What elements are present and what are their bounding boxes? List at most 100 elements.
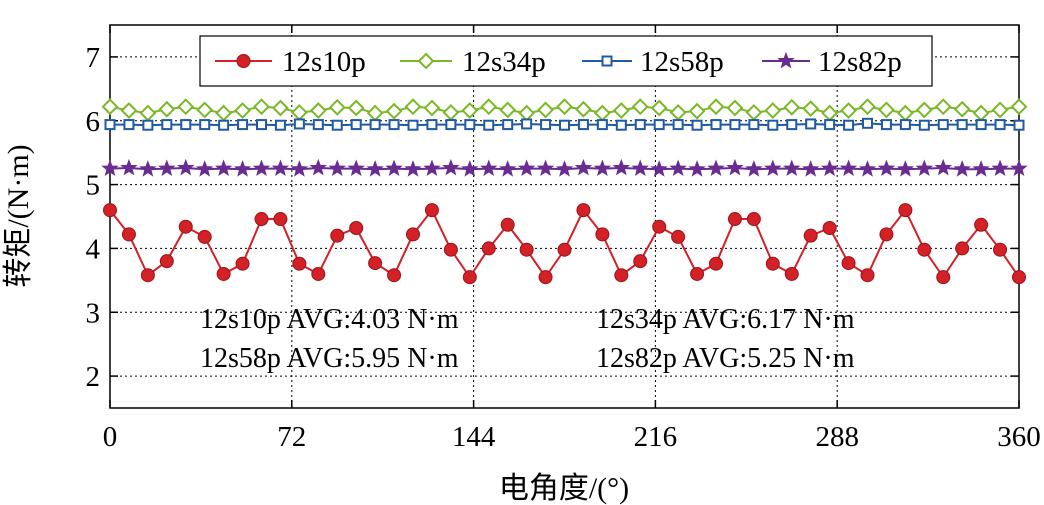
data-point-12s82p bbox=[517, 159, 536, 177]
data-point-12s10p bbox=[709, 256, 723, 271]
data-point-12s82p bbox=[745, 160, 763, 177]
data-point-12s10p bbox=[898, 203, 913, 218]
legend-label: 12s34p bbox=[462, 46, 546, 78]
data-point-12s10p bbox=[917, 242, 932, 257]
data-point-12s82p bbox=[347, 159, 365, 177]
data-point-12s82p bbox=[214, 159, 233, 177]
data-point-12s82p bbox=[271, 159, 290, 177]
data-point-12s58p bbox=[142, 119, 154, 131]
data-point-12s10p bbox=[387, 268, 402, 283]
data-point-12s10p bbox=[330, 228, 345, 243]
data-point-12s58p bbox=[502, 119, 514, 131]
data-point-12s82p bbox=[934, 158, 952, 176]
data-point-12s82p bbox=[139, 160, 157, 177]
data-point-12s82p bbox=[820, 159, 839, 177]
data-point-12s10p bbox=[879, 227, 894, 242]
data-point-12s34p bbox=[707, 98, 725, 116]
data-point-12s58p bbox=[937, 119, 949, 131]
data-point-12s58p bbox=[843, 119, 855, 131]
data-point-12s82p bbox=[366, 160, 384, 177]
data-point-12s82p bbox=[555, 160, 574, 177]
data-point-12s10p bbox=[974, 217, 989, 232]
legend-marker bbox=[777, 51, 795, 69]
data-point-12s58p bbox=[577, 119, 589, 131]
data-point-12s10p bbox=[424, 203, 439, 218]
data-point-12s10p bbox=[519, 242, 534, 257]
data-point-12s82p bbox=[101, 159, 119, 177]
data-point-12s58p bbox=[994, 119, 1006, 131]
data-point-12s58p bbox=[123, 119, 135, 131]
data-point-12s58p bbox=[218, 119, 230, 131]
y-tick-label: 7 bbox=[86, 42, 101, 74]
data-point-12s58p bbox=[880, 119, 892, 131]
data-point-12s34p bbox=[480, 98, 498, 116]
data-point-12s10p bbox=[368, 256, 383, 271]
data-point-12s10p bbox=[443, 242, 458, 257]
data-point-12s10p bbox=[955, 241, 970, 256]
data-point-12s58p bbox=[672, 119, 684, 131]
legend-marker bbox=[236, 54, 251, 68]
data-point-12s34p bbox=[253, 98, 270, 116]
data-point-12s34p bbox=[347, 99, 365, 117]
data-point-12s10p bbox=[481, 241, 496, 256]
data-point-12s58p bbox=[369, 119, 381, 131]
data-point-12s34p bbox=[953, 100, 971, 118]
data-point-12s10p bbox=[159, 254, 174, 269]
data-point-12s34p bbox=[537, 101, 554, 119]
data-point-12s10p bbox=[690, 266, 705, 281]
y-tick-label: 6 bbox=[86, 106, 101, 138]
data-point-12s82p bbox=[442, 158, 460, 176]
data-point-12s10p bbox=[936, 270, 951, 285]
data-point-12s58p bbox=[350, 119, 362, 131]
data-point-12s34p bbox=[101, 98, 119, 116]
data-point-12s10p bbox=[103, 203, 117, 218]
data-point-12s10p bbox=[235, 256, 250, 271]
data-point-12s34p bbox=[1010, 98, 1028, 116]
data-point-12s10p bbox=[1012, 270, 1026, 285]
data-point-12s82p bbox=[896, 160, 915, 177]
data-point-12s58p bbox=[975, 119, 987, 131]
legend-label: 12s10p bbox=[282, 46, 366, 78]
data-point-12s82p bbox=[385, 159, 403, 177]
data-point-12s10p bbox=[595, 227, 610, 242]
data-point-12s82p bbox=[877, 159, 896, 177]
data-point-12s58p bbox=[710, 119, 722, 131]
data-point-12s34p bbox=[650, 99, 668, 117]
data-point-12s58p bbox=[312, 119, 324, 131]
data-point-12s82p bbox=[764, 159, 782, 177]
data-point-12s10p bbox=[406, 227, 420, 242]
data-point-12s58p bbox=[653, 119, 665, 131]
data-point-12s58p bbox=[445, 119, 457, 131]
series-12s82p bbox=[101, 158, 1028, 177]
data-point-12s34p bbox=[556, 98, 573, 116]
data-point-12s10p bbox=[652, 219, 667, 234]
data-point-12s82p bbox=[1010, 159, 1028, 177]
data-point-12s10p bbox=[727, 212, 742, 227]
data-point-12s10p bbox=[746, 212, 761, 227]
data-point-12s58p bbox=[786, 119, 798, 131]
data-point-12s82p bbox=[612, 158, 630, 176]
data-point-12s34p bbox=[726, 99, 744, 117]
legend-marker bbox=[601, 55, 613, 67]
data-point-12s34p bbox=[575, 100, 592, 118]
data-point-12s10p bbox=[197, 229, 212, 244]
data-point-12s82p bbox=[404, 160, 422, 177]
data-point-12s34p bbox=[764, 102, 782, 119]
data-point-12s82p bbox=[991, 159, 1009, 177]
x-tick-label: 72 bbox=[277, 421, 306, 453]
series-12s34p bbox=[101, 98, 1028, 122]
data-point-12s58p bbox=[521, 118, 533, 130]
data-point-12s58p bbox=[559, 119, 570, 131]
data-point-12s34p bbox=[120, 102, 138, 119]
data-point-12s58p bbox=[899, 119, 911, 131]
y-tick-label: 5 bbox=[86, 170, 101, 202]
data-point-12s58p bbox=[615, 119, 627, 131]
data-point-12s34p bbox=[631, 98, 649, 116]
x-tick-label: 144 bbox=[452, 421, 496, 453]
data-point-12s58p bbox=[274, 119, 286, 131]
data-point-12s34p bbox=[234, 102, 251, 119]
data-point-12s58p bbox=[729, 119, 741, 131]
y-tick-label: 3 bbox=[86, 297, 101, 329]
data-point-12s34p bbox=[272, 99, 289, 117]
data-point-12s10p bbox=[462, 270, 477, 285]
